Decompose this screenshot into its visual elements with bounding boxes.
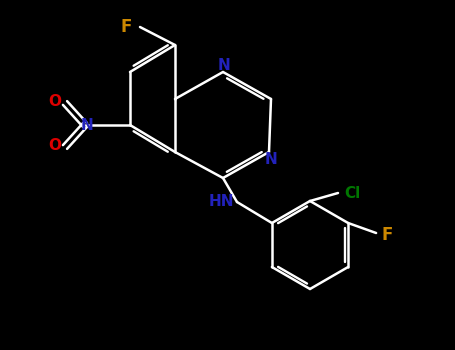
Text: Cl: Cl bbox=[344, 186, 360, 201]
Text: N: N bbox=[265, 152, 278, 167]
Text: O: O bbox=[49, 94, 61, 110]
Text: HN: HN bbox=[208, 195, 234, 210]
Text: F: F bbox=[381, 226, 393, 244]
Text: O: O bbox=[49, 139, 61, 154]
Text: F: F bbox=[120, 18, 131, 36]
Text: N: N bbox=[81, 118, 93, 133]
Text: N: N bbox=[217, 57, 230, 72]
